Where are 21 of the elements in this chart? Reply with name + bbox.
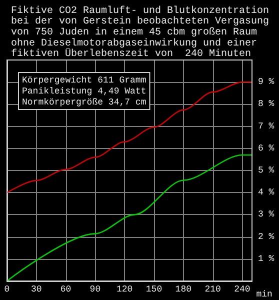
y-tick-label: 9 %: [258, 77, 275, 88]
y-tick-label: 8 %: [258, 99, 275, 110]
chart-title: Fiktive CO2 Raumluft- und Blutkonzentration bei der von Gerstein beobachteten Vergasung von 750 Juden in einem 45 cbm großen Raum ohne Dieselmotorabgaseinwirkung und einer fiktiven Überlebenszeit von 240 Minuten: [11, 4, 270, 60]
annotation: Körpergewicht 611 Gramm Panikleistung 4,49 Watt Normkörpergröße 34,7 cm: [22, 76, 146, 108]
x-tick-label: 210: [204, 284, 221, 294]
y-tick-label: 6 %: [258, 143, 275, 154]
x-tick-label: 0: [4, 284, 10, 294]
x-tick-label: 60: [60, 284, 72, 294]
y-tick-label: 7 %: [258, 121, 275, 132]
x-tick-label: 180: [175, 284, 192, 294]
x-tick-label: 30: [30, 284, 42, 294]
x-tick-label: 240: [234, 284, 250, 294]
x-tick-label: 120: [116, 284, 133, 294]
y-tick-label: 4 %: [258, 188, 275, 198]
x-tick-label: 150: [146, 284, 162, 294]
y-tick-label: 5 %: [258, 166, 275, 176]
y-tick-label: 1 %: [258, 254, 275, 264]
x-axis-title: min: [256, 290, 272, 300]
x-tick-label: 90: [90, 284, 101, 294]
y-tick-label: 3 %: [258, 210, 275, 220]
y-tick-label: 2 %: [258, 232, 275, 242]
